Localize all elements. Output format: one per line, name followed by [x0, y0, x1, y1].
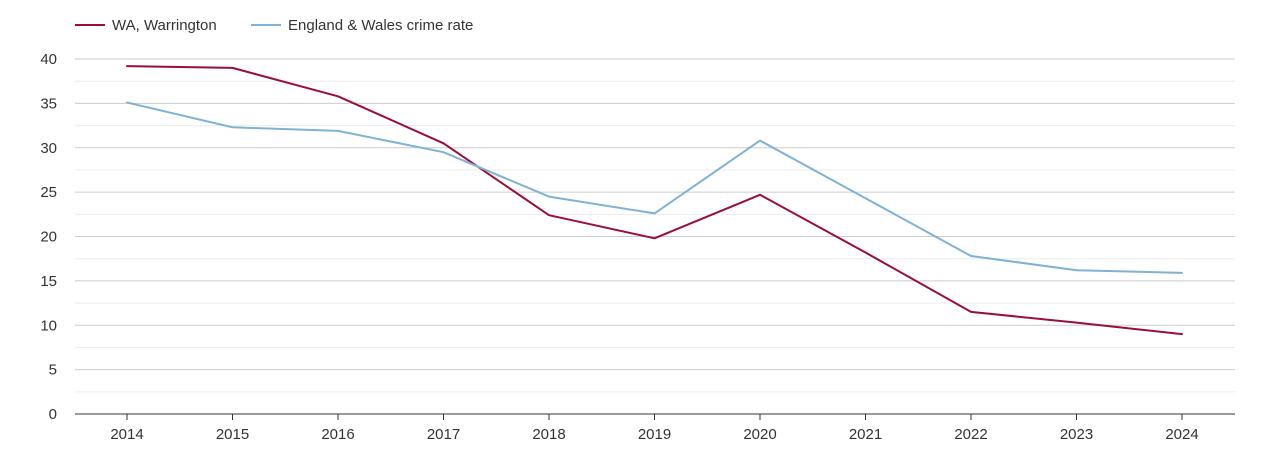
- x-tick-label: 2023: [1060, 426, 1093, 443]
- x-tick-label: 2016: [321, 426, 354, 443]
- y-axis-ticks: 0 5 10 15 20 25 30 35 40: [40, 51, 57, 423]
- y-tick-label: 10: [40, 317, 57, 334]
- y-tick-label: 40: [40, 51, 57, 68]
- x-tick-label: 2014: [110, 426, 143, 443]
- x-tick-label: 2015: [216, 426, 249, 443]
- grid-lines: [75, 59, 1235, 392]
- y-tick-label: 25: [40, 184, 57, 201]
- y-tick-label: 30: [40, 140, 57, 157]
- x-tick-label: 2018: [532, 426, 565, 443]
- legend: WA, Warrington England & Wales crime rat…: [75, 17, 473, 34]
- series-line-warrington[interactable]: [127, 66, 1182, 334]
- x-axis-ticks: 2014 2015 2016 2017 2018 2019 2020 2021 2022 2023…: [110, 414, 1198, 443]
- x-tick-label: 2024: [1165, 426, 1198, 443]
- y-tick-label: 35: [40, 95, 57, 112]
- series-lines: [127, 66, 1182, 334]
- x-tick-label: 2017: [427, 426, 460, 443]
- y-tick-label: 20: [40, 229, 57, 246]
- x-tick-label: 2021: [849, 426, 882, 443]
- x-tick-label: 2022: [954, 426, 987, 443]
- y-tick-label: 0: [49, 406, 57, 423]
- y-tick-label: 15: [40, 273, 57, 290]
- x-tick-label: 2020: [743, 426, 776, 443]
- legend-label-england-wales: England & Wales crime rate: [288, 17, 473, 34]
- legend-item-england-wales[interactable]: England & Wales crime rate: [251, 17, 473, 34]
- legend-item-warrington[interactable]: WA, Warrington: [75, 17, 217, 34]
- y-tick-label: 5: [49, 362, 57, 379]
- series-line-england-wales[interactable]: [127, 103, 1182, 273]
- x-tick-label: 2019: [638, 426, 671, 443]
- legend-label-warrington: WA, Warrington: [112, 17, 217, 34]
